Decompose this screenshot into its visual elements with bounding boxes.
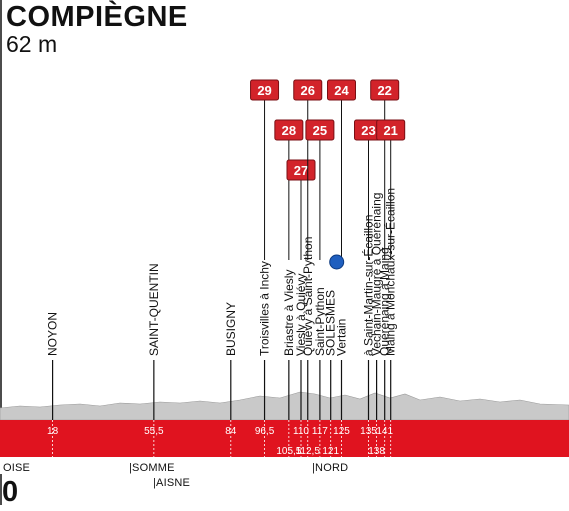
sector-badge-28: [274, 119, 304, 141]
place-name-label: SAINT-QUENTIN: [147, 263, 161, 356]
sector-badge-number: 25: [313, 123, 327, 138]
start-distance: 0: [2, 476, 19, 508]
place-km-label: 110: [293, 426, 309, 437]
place-km-label: 125: [333, 426, 350, 437]
sector-badge-26: [293, 79, 323, 101]
place-km-label: 121: [322, 446, 339, 457]
place-km-label: 18: [47, 426, 59, 437]
sector-badge-number: 24: [334, 83, 349, 98]
place-km-label: 117: [312, 426, 328, 437]
place-name-label: Quiévy à Saint-Python: [301, 237, 315, 356]
sector-badge-29: [250, 79, 280, 101]
sector-badge-25: [305, 119, 335, 141]
sector-badge-number: 21: [383, 123, 397, 138]
department-somme: |SOMME: [129, 462, 175, 474]
distance-band: [0, 420, 569, 457]
place-km-label: 112,5: [296, 446, 321, 457]
place-name-label: BUSIGNY: [224, 302, 238, 356]
place-km-label: 138: [368, 446, 385, 457]
place-name-label: Vechain-Maugré à Quérénaing: [370, 193, 384, 356]
place-name-label: SOLESMES: [324, 290, 338, 356]
place-name-label: Maing à Monchaux-sur-Écaillon: [383, 188, 398, 356]
place-km-label: 135: [360, 426, 377, 437]
sector-badge-number: 28: [282, 123, 296, 138]
place-name-label: Viesly à Quiévy: [294, 274, 308, 356]
feed-zone-icon: [329, 254, 345, 270]
sector-badge-21: [376, 119, 406, 141]
sector-badge-number: 29: [257, 83, 271, 98]
department-aisne: |AISNE: [153, 477, 191, 489]
department-nord: |NORD: [312, 462, 349, 474]
sector-badge-22: [370, 79, 400, 101]
sector-badge-number: 22: [377, 83, 391, 98]
place-name-label: Saint-Python: [313, 287, 327, 356]
place-km-label: 96,5: [255, 426, 275, 437]
sector-badge-number: 26: [301, 83, 315, 98]
place-km-label: 55,5: [144, 426, 164, 437]
department-oise: OISE: [3, 462, 31, 474]
place-name-label: NOYON: [46, 312, 60, 356]
place-name-label: Troisvilles à Inchy: [258, 261, 272, 356]
place-name-label: à Saint-Martin-sur-Écaillon: [361, 215, 376, 356]
place-km-label: 105,5: [276, 446, 301, 457]
place-name-label: Vertain: [335, 319, 349, 356]
finish-altitude: 62 m: [6, 31, 58, 57]
place-name-label: Briastre à Viesly: [282, 270, 296, 356]
finish-town-title: COMPIÈGNE: [6, 1, 188, 33]
terrain-silhouette: [0, 391, 569, 421]
place-km-label: 84: [225, 426, 237, 437]
sector-badge-24: [327, 79, 356, 101]
sector-badge-number: 27: [294, 163, 308, 178]
place-name-label: Quérénaing à Maing: [378, 247, 392, 356]
sector-badge-number: 23: [361, 123, 375, 138]
place-km-label: 141: [376, 426, 393, 437]
